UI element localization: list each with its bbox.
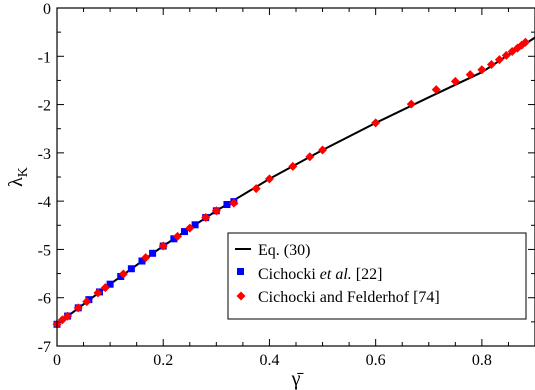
legend-entry-cichocki-felderhof: Cichocki and Felderhof [74] xyxy=(258,289,440,306)
diamond-marker xyxy=(173,231,183,241)
diamond-marker xyxy=(465,70,475,80)
diamond-marker xyxy=(82,297,92,307)
x-tick-label: 0.4 xyxy=(259,352,279,369)
diamond-marker xyxy=(477,65,487,75)
x-tick-label: 0.6 xyxy=(366,352,386,369)
diamond-marker xyxy=(73,303,83,313)
square-marker xyxy=(180,228,188,236)
y-axis-label-main: λ xyxy=(5,177,27,187)
diamond-marker xyxy=(251,184,261,194)
legend-entry-part: Cichocki xyxy=(258,266,320,283)
y-tick-label: -5 xyxy=(38,242,51,259)
y-tick-label: -2 xyxy=(38,98,51,115)
legend-diamond-swatch xyxy=(236,291,246,301)
diamond-marker xyxy=(450,76,460,86)
square-marker xyxy=(223,201,231,209)
diamond-marker xyxy=(141,253,151,263)
legend-square-swatch xyxy=(237,268,244,275)
diamond-marker xyxy=(494,55,504,65)
diamond-marker xyxy=(63,311,73,321)
y-tick-label: -3 xyxy=(38,146,51,163)
square-marker xyxy=(149,249,157,257)
square-marker xyxy=(191,221,199,229)
square-marker xyxy=(170,235,178,243)
diamond-marker xyxy=(118,269,128,279)
diamond-marker xyxy=(406,99,416,109)
diamond-marker xyxy=(264,174,274,184)
diamond-marker xyxy=(305,152,315,162)
diamond-marker xyxy=(158,241,168,251)
legend-entry-cichocki-et-al: Cichocki et al. [22] xyxy=(258,266,382,283)
square-marker xyxy=(117,272,125,280)
x-tick-label: 0.2 xyxy=(153,352,173,369)
plot-frame xyxy=(56,7,535,347)
square-marker xyxy=(127,265,135,273)
y-tick-label: -4 xyxy=(38,194,51,211)
tick-labels: 0 0.2 0.4 0.6 0.8 -7 -6 -5 -4 -3 -2 -1 0 xyxy=(38,1,492,369)
diamond-marker xyxy=(185,223,195,233)
diamond-marker xyxy=(431,85,441,95)
diamond-marker xyxy=(520,37,530,47)
diamond-marker xyxy=(211,206,221,216)
x-tick-label: 0 xyxy=(53,352,61,369)
y-axis-label-subscript: K xyxy=(16,167,31,177)
square-marker xyxy=(106,280,114,288)
diamond-marker xyxy=(501,50,511,60)
y-axis-label: λK xyxy=(5,167,31,187)
y-tick-label: 0 xyxy=(43,1,51,18)
diamond-marker xyxy=(318,145,328,155)
legend-entry-part: [22] xyxy=(352,266,383,283)
diamond-marker xyxy=(100,283,110,293)
diamond-marker xyxy=(57,315,67,325)
legend-entry-italic: et al. xyxy=(320,266,352,283)
marker-layer xyxy=(52,37,530,329)
y-tick-label: -6 xyxy=(38,291,51,308)
diamond-marker xyxy=(93,288,103,298)
diamond-marker xyxy=(486,59,496,69)
x-axis-label: γ̄ xyxy=(291,368,305,390)
legend: Eq. (30) Cichocki et al. [22] Cichocki a… xyxy=(227,232,527,320)
diamond-marker xyxy=(229,198,239,208)
diamond-marker xyxy=(201,213,211,223)
legend-entry-eq30: Eq. (30) xyxy=(258,242,310,259)
x-tick-label: 0.8 xyxy=(472,352,492,369)
y-tick-label: -1 xyxy=(38,49,51,66)
y-tick-label: -7 xyxy=(38,339,51,356)
legend-box xyxy=(227,232,527,320)
y-axis-label-text: λK xyxy=(5,167,31,187)
square-marker xyxy=(138,257,146,265)
diamond-marker xyxy=(288,161,298,171)
diamond-marker xyxy=(371,118,381,128)
